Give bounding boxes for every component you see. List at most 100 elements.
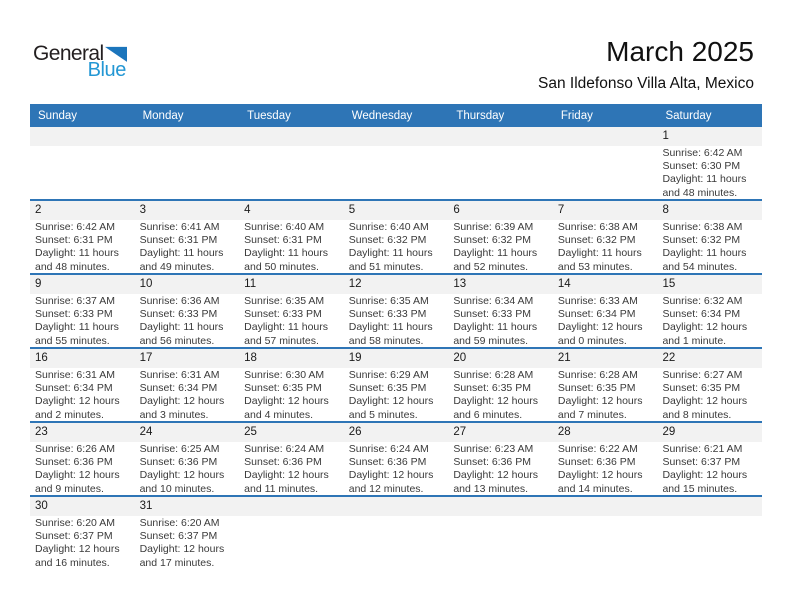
day-details: Sunrise: 6:40 AM Sunset: 6:31 PM Daylight:…	[239, 220, 344, 273]
detail-line: Sunset: 6:37 PM	[35, 530, 113, 543]
detail-line: Sunrise: 6:35 AM	[348, 295, 429, 307]
detail-line: and 12 minutes.	[348, 482, 424, 495]
detail-line: Sunrise: 6:28 AM	[557, 369, 638, 381]
empty-date-cell	[657, 497, 762, 516]
date-number-band: 16 17 18 19 20 21 22	[30, 349, 762, 368]
date-number-band: 2 3 4 5 6 7 8	[30, 201, 762, 220]
empty-date-cell	[135, 127, 240, 146]
date-number: 6	[453, 204, 460, 216]
detail-line: and 14 minutes.	[557, 482, 633, 495]
detail-line: Sunset: 6:33 PM	[453, 308, 531, 321]
detail-line: Daylight: 12 hours	[139, 395, 225, 408]
logo-triangle-icon	[104, 46, 127, 63]
date-number: 5	[348, 204, 356, 216]
detail-line: Sunrise: 6:40 AM	[348, 221, 429, 233]
detail-line: Daylight: 11 hours	[139, 247, 224, 260]
date-number: 16	[35, 352, 48, 364]
empty-date-cell	[239, 497, 344, 516]
detail-line: Daylight: 11 hours	[348, 247, 433, 260]
day-details: Sunrise: 6:20 AM Sunset: 6:37 PM Daylight:…	[135, 516, 240, 569]
week-row: 9 10 11 12 13 14 15 Sunrise: 6:37 AM Sunset: 6:3…	[30, 273, 762, 347]
detail-line: Sunset: 6:32 PM	[348, 234, 427, 247]
date-number-band: 1	[30, 127, 762, 146]
detail-line: Daylight: 12 hours	[139, 469, 225, 482]
date-number-band: 9 10 11 12 13 14 15	[30, 275, 762, 294]
detail-line: and 49 minutes.	[139, 260, 215, 273]
day-details: Sunrise: 6:40 AM Sunset: 6:32 PM Daylight:…	[344, 220, 449, 273]
date-number: 19	[348, 352, 362, 364]
logo-top-row: General	[33, 43, 127, 64]
day-details: Sunrise: 6:41 AM Sunset: 6:31 PM Daylight:…	[135, 220, 240, 273]
detail-line: Daylight: 12 hours	[139, 543, 225, 556]
day-details: Sunrise: 6:34 AM Sunset: 6:33 PM Daylight:…	[448, 294, 553, 347]
detail-line: Sunrise: 6:42 AM	[662, 147, 743, 159]
detail-line: Daylight: 12 hours	[453, 469, 538, 482]
day-details: Sunrise: 6:38 AM Sunset: 6:32 PM Daylight:…	[553, 220, 658, 273]
details-row: Sunrise: 6:42 AM Sunset: 6:30 PM Daylight:…	[30, 146, 762, 199]
weeks-container: 1 Sunrise: 6:42 AM Sunset: 6:30 PM Daylight…	[30, 127, 762, 569]
date-number: 18	[244, 352, 257, 364]
logo-text-blue: Blue	[87, 59, 127, 81]
detail-line: Daylight: 12 hours	[244, 469, 329, 482]
detail-line: Sunset: 6:35 PM	[557, 382, 636, 395]
day-details: Sunrise: 6:42 AM Sunset: 6:30 PM Daylight:…	[657, 146, 762, 199]
day-header-saturday: Saturday	[665, 109, 712, 122]
detail-line: and 2 minutes.	[35, 408, 104, 421]
detail-line: and 8 minutes.	[662, 408, 732, 421]
detail-line: Sunset: 6:32 PM	[662, 234, 741, 247]
day-details: Sunrise: 6:36 AM Sunset: 6:33 PM Daylight:…	[135, 294, 240, 347]
day-details: Sunrise: 6:39 AM Sunset: 6:32 PM Daylight:…	[448, 220, 553, 273]
detail-line: and 11 minutes.	[244, 482, 319, 495]
detail-line: Sunrise: 6:22 AM	[557, 443, 638, 455]
detail-line: and 53 minutes.	[557, 260, 633, 273]
date-number: 29	[662, 426, 676, 438]
day-details: Sunrise: 6:38 AM Sunset: 6:32 PM Daylight:…	[657, 220, 762, 273]
day-details: Sunrise: 6:25 AM Sunset: 6:36 PM Daylight:…	[135, 442, 240, 495]
detail-line: Sunset: 6:33 PM	[244, 308, 322, 321]
detail-line: Daylight: 12 hours	[662, 469, 748, 482]
detail-line: and 13 minutes.	[453, 482, 529, 495]
detail-line: Sunrise: 6:30 AM	[244, 369, 325, 381]
detail-line: Sunrise: 6:24 AM	[348, 443, 429, 455]
details-row: Sunrise: 6:20 AM Sunset: 6:37 PM Daylight:…	[30, 516, 762, 569]
detail-line: Sunrise: 6:38 AM	[662, 221, 743, 233]
day-header-tuesday: Tuesday	[247, 109, 291, 122]
detail-line: Sunrise: 6:36 AM	[139, 295, 220, 307]
day-details: Sunrise: 6:35 AM Sunset: 6:33 PM Daylight:…	[239, 294, 344, 347]
day-details: Sunrise: 6:27 AM Sunset: 6:35 PM Daylight:…	[657, 368, 762, 421]
detail-line: Sunset: 6:32 PM	[453, 234, 531, 247]
week-row: 30 31 Sunrise: 6:20 AM Sunset: 6:37 PM Dayli…	[30, 495, 762, 569]
day-details: Sunrise: 6:31 AM Sunset: 6:34 PM Daylight:…	[30, 368, 135, 421]
detail-line: Sunset: 6:36 PM	[557, 456, 636, 469]
date-number: 4	[244, 204, 251, 216]
date-number: 13	[453, 278, 467, 290]
detail-line: Sunrise: 6:41 AM	[139, 221, 220, 233]
empty-details-cell	[553, 146, 658, 199]
empty-details-cell	[344, 516, 449, 569]
day-details: Sunrise: 6:21 AM Sunset: 6:37 PM Daylight:…	[657, 442, 762, 495]
detail-line: Sunset: 6:33 PM	[348, 308, 427, 321]
empty-details-cell	[553, 516, 658, 569]
detail-line: Daylight: 12 hours	[35, 395, 120, 408]
detail-line: and 48 minutes.	[662, 186, 738, 199]
detail-line: Daylight: 11 hours	[662, 173, 747, 186]
date-number: 11	[244, 278, 257, 290]
details-row: Sunrise: 6:26 AM Sunset: 6:36 PM Daylight:…	[30, 442, 762, 495]
day-header-row: Sunday Monday Tuesday Wednesday Thursday Frid…	[30, 104, 762, 127]
detail-line: Sunset: 6:32 PM	[557, 234, 636, 247]
detail-line: Sunset: 6:36 PM	[35, 456, 113, 469]
detail-line: Daylight: 11 hours	[662, 247, 747, 260]
detail-line: Sunrise: 6:20 AM	[139, 517, 220, 529]
detail-line: and 50 minutes.	[244, 260, 319, 273]
detail-line: Sunset: 6:35 PM	[453, 382, 531, 395]
detail-line: Sunset: 6:36 PM	[348, 456, 427, 469]
day-details: Sunrise: 6:28 AM Sunset: 6:35 PM Daylight:…	[553, 368, 658, 421]
detail-line: and 17 minutes.	[139, 556, 215, 569]
day-header-wednesday: Wednesday	[351, 109, 413, 122]
week-row: 23 24 25 26 27 28 29 Sunrise: 6:26 AM Sunset: 6:…	[30, 421, 762, 495]
date-number-band: 23 24 25 26 27 28 29	[30, 423, 762, 442]
detail-line: and 5 minutes.	[348, 408, 418, 421]
empty-date-cell	[553, 127, 658, 146]
detail-line: Daylight: 11 hours	[139, 321, 224, 334]
detail-line: Sunset: 6:34 PM	[139, 382, 218, 395]
